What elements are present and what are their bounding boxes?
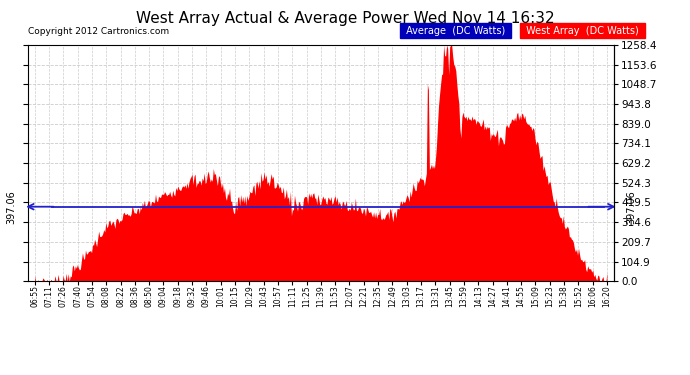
Text: West Array Actual & Average Power Wed Nov 14 16:32: West Array Actual & Average Power Wed No… <box>136 11 554 26</box>
Text: Average  (DC Watts): Average (DC Watts) <box>403 26 509 36</box>
Text: 397.06: 397.06 <box>6 190 16 224</box>
Text: Copyright 2012 Cartronics.com: Copyright 2012 Cartronics.com <box>28 27 169 36</box>
Text: West Array  (DC Watts): West Array (DC Watts) <box>523 26 642 36</box>
Text: 397.06: 397.06 <box>626 190 635 224</box>
